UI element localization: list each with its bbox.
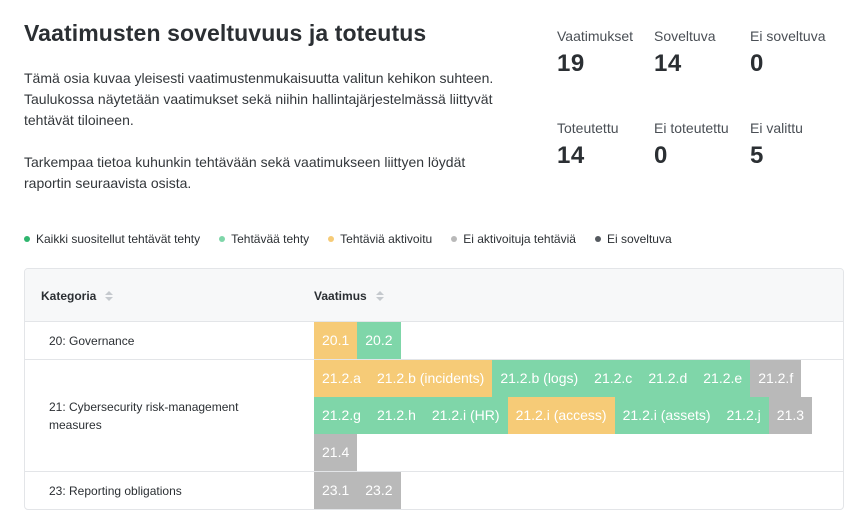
stat-label: Ei valittu (750, 120, 803, 136)
status-legend: Kaikki suositellut tehtävät tehty Tehtäv… (24, 232, 691, 246)
requirement-chip[interactable]: 21.4 (314, 434, 358, 471)
intro-text: Tämä osia kuvaa yleisesti vaatimustenmuk… (24, 68, 494, 194)
requirement-chip[interactable]: 21.2.a (314, 360, 369, 397)
column-header-requirement[interactable]: Vaatimus (314, 289, 384, 303)
status-dot-icon (328, 236, 335, 242)
stat-value: 5 (750, 142, 764, 169)
requirement-chip[interactable]: 21.2.j (718, 397, 769, 434)
legend-label: Tehtäviä aktivoitu (340, 232, 433, 246)
requirement-chip[interactable]: 21.2.d (640, 360, 696, 397)
requirement-chip[interactable]: 20.1 (314, 322, 358, 359)
category-label: 20: Governance (49, 333, 135, 348)
requirement-chip[interactable]: 21.2.h (368, 397, 424, 434)
table-header: Kategoria Vaatimus (25, 269, 843, 322)
category-label: 21: Cybersecurity risk-management measur… (49, 399, 239, 432)
stat-not-applicable: Ei soveltuva 0 (750, 28, 850, 78)
requirement-chip[interactable]: 21.2.i (HR) (423, 397, 508, 434)
category-label: 23: Reporting obligations (49, 483, 182, 498)
requirement-chips: 23.1 23.2 (314, 472, 814, 509)
stat-requirements: Vaatimukset 19 (557, 28, 657, 78)
stat-applicable: Soveltuva 14 (654, 28, 754, 78)
requirement-chip[interactable]: 21.2.e (695, 360, 751, 397)
legend-item-activated: Tehtäviä aktivoitu (328, 232, 432, 246)
category-cell: 20: Governance (25, 322, 314, 359)
status-dot-icon (451, 236, 458, 242)
status-dot-icon (594, 236, 601, 242)
legend-label: Ei soveltuva (606, 232, 672, 246)
requirement-chip[interactable]: 21.2.g (314, 397, 369, 434)
legend-label: Ei aktivoituja tehtäviä (463, 232, 576, 246)
legend-item-all-done: Kaikki suositellut tehtävät tehty (24, 232, 200, 246)
category-cell: 21: Cybersecurity risk-management measur… (25, 360, 314, 471)
stat-value: 0 (654, 142, 668, 169)
requirement-chips: 20.1 20.2 (314, 322, 814, 359)
stat-value: 0 (750, 50, 764, 77)
sort-icon[interactable] (105, 291, 114, 301)
status-dot-icon (219, 236, 226, 242)
stat-label: Toteutettu (557, 120, 619, 136)
stat-value: 19 (557, 50, 585, 77)
table-row: 23: Reporting obligations 23.1 23.2 (25, 472, 843, 509)
requirement-chip[interactable]: 21.2.i (access) (507, 397, 615, 434)
intro-paragraph-1: Tämä osia kuvaa yleisesti vaatimustenmuk… (24, 70, 494, 128)
stat-label: Ei soveltuva (750, 28, 826, 44)
requirement-chip[interactable]: 21.2.i (assets) (614, 397, 719, 434)
column-header-label: Kategoria (41, 289, 97, 303)
requirement-chip[interactable]: 21.2.c (586, 360, 641, 397)
column-header-category[interactable]: Kategoria (41, 289, 114, 303)
legend-label: Tehtävää tehty (231, 232, 310, 246)
category-cell: 23: Reporting obligations (25, 472, 314, 509)
table-body: 20: Governance 20.1 20.2 21: Cybersecurity … (25, 322, 843, 509)
status-dot-icon (24, 236, 30, 242)
stat-not-implemented: Ei toteutettu 0 (654, 120, 754, 170)
stat-label: Vaatimukset (557, 28, 633, 44)
stat-not-selected: Ei valittu 5 (750, 120, 850, 170)
legend-item-done: Tehtävää tehty (219, 232, 309, 246)
requirement-chip[interactable]: 21.2.b (logs) (492, 360, 587, 397)
legend-item-not-applicable: Ei soveltuva (594, 232, 672, 246)
stat-implemented: Toteutettu 14 (557, 120, 657, 170)
requirement-chip[interactable]: 21.2.b (incidents) (368, 360, 493, 397)
stat-label: Soveltuva (654, 28, 716, 44)
legend-label: Kaikki suositellut tehtävät tehty (36, 232, 201, 246)
page-title: Vaatimusten soveltuvuus ja toteutus (24, 20, 427, 46)
stat-value: 14 (654, 50, 682, 77)
requirements-table: Kategoria Vaatimus 20: Governance 20.1 20.… (24, 268, 844, 510)
table-row: 21: Cybersecurity risk-management measur… (25, 360, 843, 472)
requirement-chip[interactable]: 21.2.f (750, 360, 802, 397)
stat-label: Ei toteutettu (654, 120, 729, 136)
requirement-chip[interactable]: 21.3 (768, 397, 813, 434)
intro-paragraph-2: Tarkempaa tietoa kuhunkin tehtävään sekä… (24, 154, 466, 191)
legend-item-none-activated: Ei aktivoituja tehtäviä (451, 232, 576, 246)
requirement-chip[interactable]: 23.1 (314, 472, 358, 509)
column-header-label: Vaatimus (314, 289, 367, 303)
requirement-chip[interactable]: 23.2 (357, 472, 401, 509)
requirement-chips: 21.2.a 21.2.b (incidents) 21.2.b (logs) 21.… (314, 360, 814, 471)
sort-icon[interactable] (375, 291, 384, 301)
requirement-chip[interactable]: 20.2 (357, 322, 401, 359)
table-row: 20: Governance 20.1 20.2 (25, 322, 843, 360)
stat-value: 14 (557, 142, 585, 169)
